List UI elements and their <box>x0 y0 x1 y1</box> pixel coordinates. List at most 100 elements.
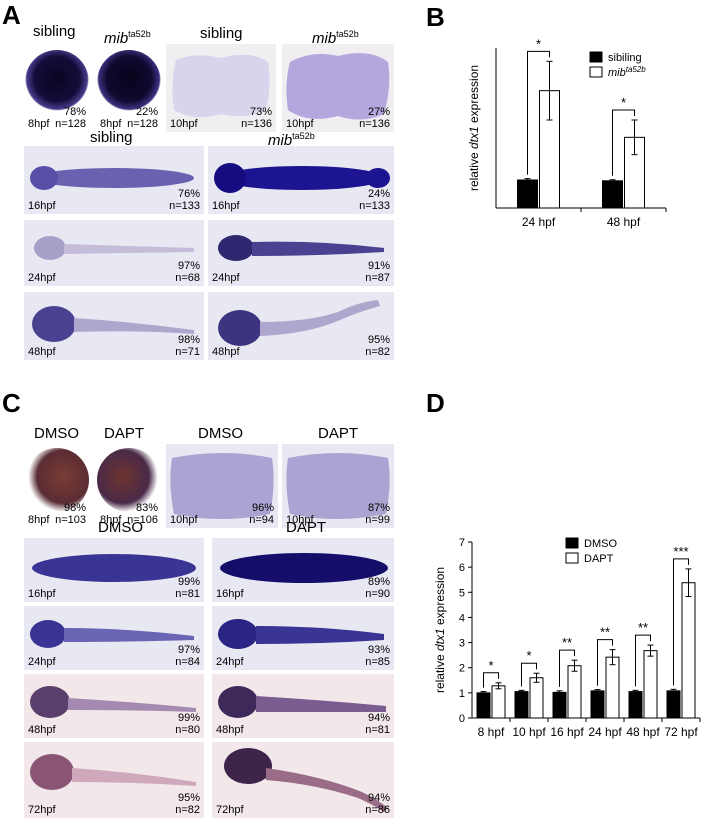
stage-label: 8hpf <box>100 514 122 526</box>
ratio-label: 99% n=80 <box>175 712 200 736</box>
legend-swatch <box>589 51 603 63</box>
stage-label: 16hpf <box>212 200 240 212</box>
panel-a-row-header-left: sibling <box>90 129 133 146</box>
stage-label: 24hpf <box>28 656 56 668</box>
significance-label: * <box>488 658 493 673</box>
ratio-label: 97% n=68 <box>175 260 200 284</box>
stage-label: 24hpf <box>212 272 240 284</box>
y-tick-label: 5 <box>459 587 465 599</box>
embryo-image: 72hpf 95% n=82 <box>24 742 204 818</box>
panel-b-chart: relative dtx1 expression 24 hpf * 48 hpf * si… <box>467 36 667 229</box>
embryo-image: 8hpf 22% n=128 <box>96 44 162 132</box>
stage-label: 24hpf <box>28 272 56 284</box>
bar <box>602 180 623 209</box>
panel-c-row-header-right: DAPT <box>286 519 327 536</box>
significance-bracket <box>527 50 550 175</box>
significance-label: ** <box>562 635 572 650</box>
stage-label: 8hpf <box>100 118 122 130</box>
ratio-label: 87% n=99 <box>365 502 390 526</box>
significance-label: * <box>526 648 531 663</box>
panel-b-marks: relative dtx1 expression 24 hpf * 48 hpf * si… <box>467 36 667 229</box>
panel-c-header-2: DAPT <box>104 425 145 442</box>
ratio-label: 94% n=86 <box>365 792 390 816</box>
stage-label: 72hpf <box>28 804 56 816</box>
bar <box>491 685 506 719</box>
ratio-label: 22% n=128 <box>127 106 158 130</box>
bar <box>567 665 582 719</box>
stage-label: 48hpf <box>212 346 240 358</box>
stage-label: 10hpf <box>286 514 314 526</box>
legend-swatch <box>589 66 603 78</box>
y-axis-label: relative dtx1 expression <box>467 65 481 191</box>
embryo-image: 48hpf 95% n=82 <box>208 292 394 360</box>
significance-bracket <box>612 109 635 176</box>
stage-label: 48hpf <box>28 346 56 358</box>
significance-bracket <box>635 634 651 687</box>
ratio-label: 91% n=87 <box>365 260 390 284</box>
ratio-label: 78% n=128 <box>55 106 86 130</box>
legend-label: DMSO <box>584 538 617 550</box>
panel-a-header-3: sibling <box>200 25 243 42</box>
embryo-image: 8hpf 98% n=103 <box>24 444 90 528</box>
y-tick-label: 4 <box>459 612 465 624</box>
bar <box>517 179 538 209</box>
embryo-image: 24hpf 97% n=84 <box>24 606 204 670</box>
panel-d-chart: 0 1 2 3 4 5 6 7 relative dtx1 expression 8 hpf * 10… <box>433 537 701 739</box>
bar <box>590 690 605 719</box>
ratio-label: 97% n=84 <box>175 644 200 668</box>
stage-label: 48hpf <box>28 724 56 736</box>
significance-bracket <box>483 672 499 688</box>
flat-mount-image: 10hpf 73% n=136 <box>166 44 276 132</box>
significance-label: ** <box>600 625 610 640</box>
flat-mount-image: 10hpf 96% n=94 <box>166 444 278 528</box>
bar <box>529 677 544 719</box>
bar <box>666 690 681 719</box>
ratio-label: 89% n=90 <box>365 576 390 600</box>
x-tick-label: 48 hpf <box>607 215 641 229</box>
ratio-label: 27% n=136 <box>359 106 390 130</box>
y-axis-label: relative dtx1 expression <box>433 567 447 693</box>
embryo-image: 16hpf 99% n=81 <box>24 538 204 602</box>
panel-c-header-1: DMSO <box>34 425 79 442</box>
embryo-image: 24hpf 93% n=85 <box>212 606 394 670</box>
y-tick-label: 0 <box>459 713 465 725</box>
embryo-image: 16hpf 76% n=133 <box>24 146 204 214</box>
panel-d-letter: D <box>426 388 445 418</box>
ratio-label: 93% n=85 <box>365 644 390 668</box>
panel-c-header-4: DAPT <box>318 425 359 442</box>
embryo-image: 48hpf 99% n=80 <box>24 674 204 738</box>
bar <box>681 582 696 719</box>
ratio-label: 96% n=94 <box>249 502 274 526</box>
embryo-image: 16hpf 24% n=133 <box>208 146 394 214</box>
legend-swatch <box>565 537 579 549</box>
y-tick-label: 2 <box>459 663 465 675</box>
panel-d-marks: 0 1 2 3 4 5 6 7 relative dtx1 expression 8 hpf * 10… <box>433 537 701 739</box>
legend-swatch <box>565 552 579 564</box>
embryo-image: 72hpf 94% n=86 <box>212 742 394 818</box>
panel-a-letter: A <box>2 0 21 30</box>
y-tick-label: 3 <box>459 638 465 650</box>
bar <box>476 692 491 719</box>
legend-label: DAPT <box>584 553 614 565</box>
ratio-label: 24% n=133 <box>359 188 390 212</box>
stage-label: 10hpf <box>170 514 198 526</box>
ratio-label: 98% n=103 <box>55 502 86 526</box>
significance-label: ** <box>638 620 648 635</box>
embryo-image: 8hpf 83% n=106 <box>96 444 162 528</box>
x-tick-label: 24 hpf <box>522 215 556 229</box>
legend-label: mibta52b <box>608 65 646 79</box>
x-tick-label: 16 hpf <box>550 725 584 739</box>
embryo-image: 8hpf 78% n=128 <box>24 44 90 132</box>
y-tick-label: 6 <box>459 562 465 574</box>
embryo-image: 16hpf 89% n=90 <box>212 538 394 602</box>
embryo-image: 48hpf 94% n=81 <box>212 674 394 738</box>
stage-label: 16hpf <box>28 588 56 600</box>
embryo-image: 24hpf 91% n=87 <box>208 220 394 286</box>
flat-mount-image: 10hpf 87% n=99 <box>282 444 394 528</box>
legend-label: sibiling <box>608 52 642 64</box>
x-tick-label: 10 hpf <box>512 725 546 739</box>
significance-bracket <box>673 558 689 686</box>
bar <box>552 691 567 719</box>
stage-label: 10hpf <box>170 118 198 130</box>
panel-a-header-2: mibta52b <box>104 29 151 47</box>
